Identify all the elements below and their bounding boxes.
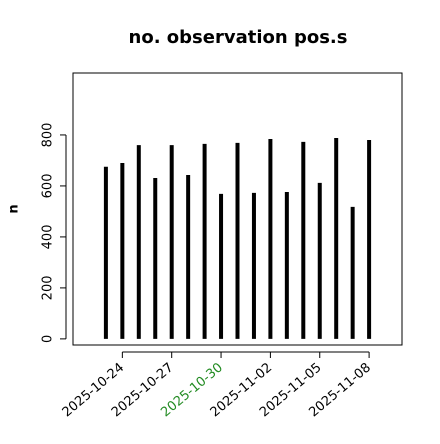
y-tick-label: 400 [41, 224, 56, 249]
chart-title: no. observation pos.s [129, 27, 348, 48]
y-tick-label: 200 [41, 275, 56, 300]
y-tick-label: 600 [41, 174, 56, 199]
y-tick-label: 800 [41, 123, 56, 148]
y-axis-label: n [7, 204, 22, 213]
plot-box [72, 72, 403, 346]
y-tick-label: 0 [41, 335, 56, 343]
